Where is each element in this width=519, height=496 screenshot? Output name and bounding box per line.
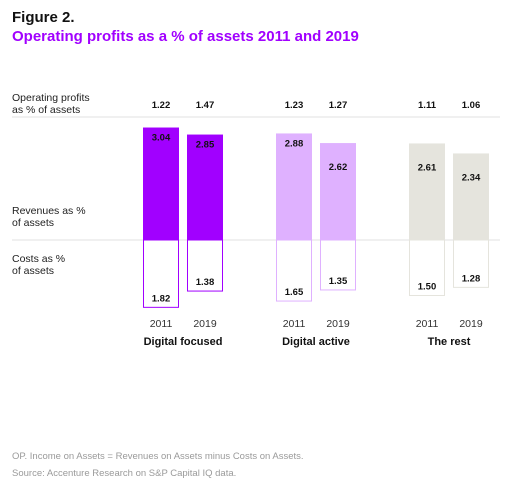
revenue-value-label: 2.34 [462, 172, 481, 183]
op-value-label: 1.22 [152, 100, 171, 111]
revenue-value-label: 3.04 [152, 133, 171, 144]
group-label: Digital focused [144, 336, 223, 348]
cost-value-label: 1.38 [196, 277, 215, 288]
revenue-bar [143, 127, 179, 240]
cost-value-label: 1.28 [462, 273, 481, 284]
year-tick-label: 2019 [326, 318, 350, 330]
revenue-value-label: 2.62 [329, 162, 348, 173]
figure-label: Figure 2. [12, 9, 75, 26]
group-label: The rest [428, 336, 471, 348]
year-tick-label: 2019 [459, 318, 483, 330]
revenue-value-label: 2.88 [285, 138, 304, 149]
cost-bar [143, 239, 179, 308]
year-tick-label: 2011 [416, 318, 439, 330]
year-tick-label: 2011 [283, 318, 306, 330]
revenue-row-label: Revenues as % of assets [12, 205, 86, 229]
cost-value-label: 1.50 [418, 282, 437, 293]
op-value-label: 1.23 [285, 100, 304, 111]
year-tick-label: 2011 [150, 318, 173, 330]
cost-value-label: 1.82 [152, 293, 171, 304]
chart-title: Operating profits as a % of assets 2011 … [12, 28, 359, 45]
revenue-value-label: 2.61 [418, 162, 437, 173]
revenue-bar [276, 133, 312, 240]
op-value-label: 1.11 [418, 100, 437, 111]
group-label: Digital active [282, 336, 350, 348]
revenue-bar [187, 134, 223, 240]
cost-value-label: 1.65 [285, 287, 304, 298]
op-value-label: 1.06 [462, 100, 481, 111]
op-row-label: Operating profits as % of assets [12, 92, 90, 116]
revenue-value-label: 2.85 [196, 140, 215, 151]
cost-row-label: Costs as % of assets [12, 253, 66, 277]
source-footnote: Source: Accenture Research on S&P Capita… [12, 468, 237, 479]
cost-bar [187, 239, 223, 292]
cost-bar [276, 239, 312, 302]
year-tick-label: 2019 [193, 318, 217, 330]
cost-value-label: 1.35 [329, 276, 348, 287]
revenue-bar [320, 143, 356, 240]
cost-bar [453, 239, 489, 288]
revenue-bar [453, 153, 489, 240]
revenue-bar [409, 143, 445, 240]
definition-footnote: OP. Income on Assets = Revenues on Asset… [12, 451, 304, 462]
cost-bar [320, 239, 356, 291]
cost-bar [409, 239, 445, 296]
op-value-label: 1.47 [196, 100, 215, 111]
op-value-label: 1.27 [329, 100, 348, 111]
